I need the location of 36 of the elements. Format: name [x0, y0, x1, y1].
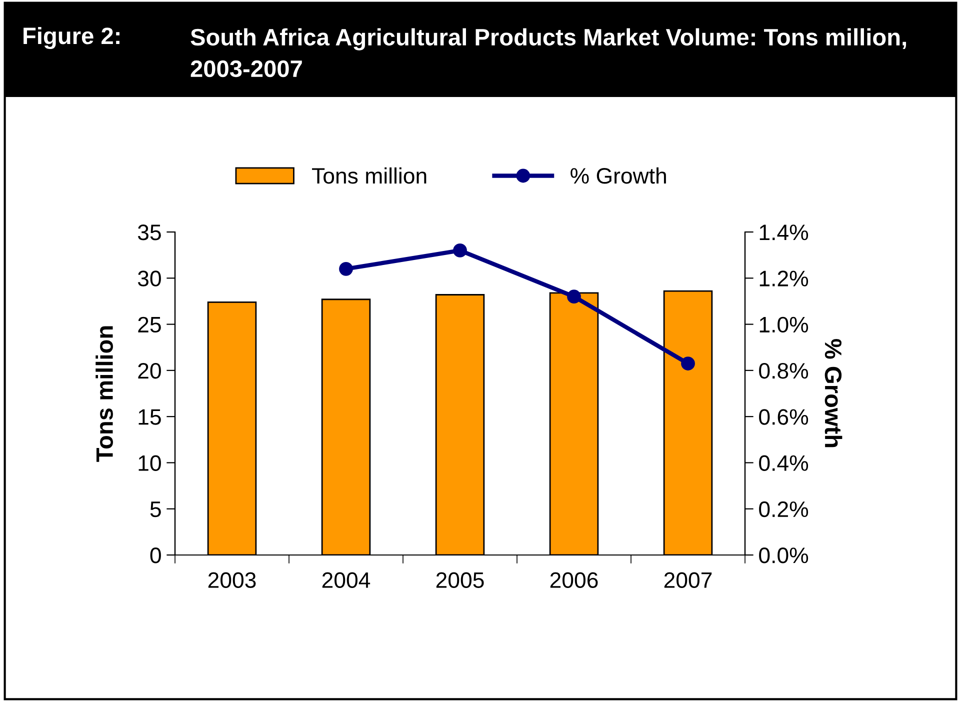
y-tick-label: 35	[138, 224, 161, 240]
y-tick-label: 25	[138, 316, 161, 333]
bar	[549, 292, 599, 555]
y2-tick-label: 1.2%	[760, 270, 808, 286]
y2-tick-label: 0.4%	[759, 455, 808, 471]
bar	[663, 290, 713, 555]
y-tick-label: 30	[138, 270, 161, 286]
x-tick-label: 2003	[208, 572, 256, 588]
point	[567, 290, 581, 304]
bar	[321, 298, 371, 555]
y-tick-label: 10	[138, 455, 161, 471]
legend-label: % Growth	[570, 167, 666, 184]
y-axis-title: Tons million	[96, 326, 113, 462]
point	[453, 244, 467, 258]
y2-tick-label: 0.6%	[759, 409, 808, 425]
chart-subtitle: South Africa Agricultural Products Market Volume: Tons million, 2003-2007	[190, 28, 906, 78]
point	[681, 356, 695, 370]
y2-tick-label: 0.2%	[759, 501, 808, 518]
y-tick-label: 0	[150, 548, 161, 564]
y2-tick-label: 0.8%	[759, 362, 808, 379]
y2-tick-label: 1.0%	[760, 316, 808, 333]
y-tick-label: 20	[138, 362, 161, 379]
point	[339, 262, 353, 276]
chart-title: Figure 2:	[24, 26, 120, 50]
x-tick-label: 2005	[436, 572, 484, 588]
bar	[207, 301, 257, 555]
x-tick-label: 2006	[550, 572, 598, 588]
y2-tick-label: 1.4%	[760, 224, 808, 240]
x-tick-label: 2004	[322, 572, 370, 588]
x-tick-label: 2007	[664, 572, 712, 588]
bar	[435, 294, 485, 555]
y-tick-label: 15	[138, 409, 161, 425]
y-tick-label: 5	[150, 502, 161, 518]
y2-tick-label: 0.0%	[759, 548, 808, 564]
legend-label: Tons million	[312, 167, 426, 184]
y2-axis-title: % Growth	[824, 338, 842, 448]
